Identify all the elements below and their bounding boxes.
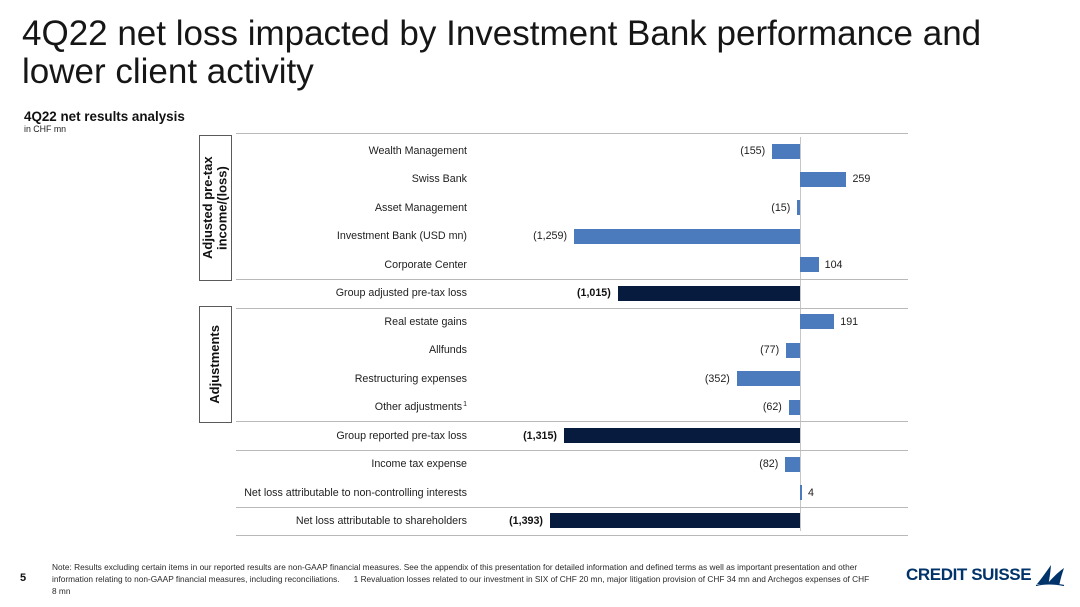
divider-line — [236, 450, 908, 451]
category-label-corporate-center: Corporate Center — [0, 257, 467, 273]
sails-icon — [1036, 565, 1065, 587]
value-label-net-loss-attributable-to-shareholders: (1,393) — [509, 514, 543, 527]
bar-income-tax-expense — [785, 456, 800, 472]
bar-wealth-management — [772, 143, 800, 159]
value-label-wealth-management: (155) — [740, 145, 766, 157]
credit-suisse-logo: CREDIT SUISSE — [906, 563, 1065, 587]
divider-line — [236, 421, 908, 422]
footnote-block: Note: Results excluding certain items in… — [52, 561, 872, 597]
divider-line — [236, 507, 908, 508]
category-label-net-loss-attributable-to-shareholders: Net loss attributable to shareholders — [0, 513, 467, 529]
value-label-restructuring-expenses: (352) — [704, 372, 730, 385]
slide-title: 4Q22 net loss impacted by Investment Ban… — [22, 14, 982, 91]
category-label-text: Allfunds — [428, 344, 467, 357]
category-label-group-adjusted-pre-tax-loss: Group adjusted pre-tax loss — [0, 285, 467, 301]
total-bar-group-reported-pre-tax-loss — [563, 428, 800, 444]
category-label-wealth-management: Wealth Management — [0, 143, 467, 159]
category-label-text: Asset Management — [374, 201, 467, 214]
category-label-text: Income tax expense — [371, 458, 467, 471]
divider-line — [236, 279, 908, 280]
group-label-adjustments: Adjustments — [207, 325, 223, 404]
category-label-text: Net loss attributable to shareholders — [295, 514, 467, 527]
category-label-net-loss-attributable-to-non-controlling-interests: Net loss attributable to non-controlling… — [0, 485, 467, 501]
value-label-investment-bank-usd-mn: (1,259) — [533, 230, 568, 243]
page-number: 5 — [20, 572, 27, 584]
divider-line — [236, 133, 908, 134]
category-label-text: Other adjustments — [374, 401, 463, 414]
category-label-income-tax-expense: Income tax expense — [0, 456, 467, 472]
bar-restructuring-expenses — [736, 371, 800, 387]
footnote-ref: 1 — [463, 401, 467, 409]
value-label-allfunds: (77) — [760, 344, 780, 357]
category-label-text: Real estate gains — [384, 315, 467, 328]
category-label-text: Wealth Management — [368, 145, 467, 157]
category-label-swiss-bank: Swiss Bank — [0, 171, 467, 187]
category-label-asset-management: Asset Management — [0, 200, 467, 216]
category-label-investment-bank-usd-mn: Investment Bank (USD mn) — [0, 228, 467, 244]
chart-unit-subtitle: in CHF mn — [24, 124, 67, 134]
category-label-real-estate-gains: Real estate gains — [0, 314, 467, 330]
bar-investment-bank-usd-mn — [574, 228, 800, 244]
zero-axis-line — [800, 137, 801, 531]
category-label-other-adjustments: Other adjustments1 — [0, 399, 467, 415]
total-bar-net-loss-attributable-to-shareholders — [549, 513, 800, 529]
category-label-allfunds: Allfunds — [0, 342, 467, 358]
value-label-other-adjustments: (62) — [762, 401, 782, 414]
category-label-text: Restructuring expenses — [354, 372, 467, 385]
bar-corporate-center — [800, 257, 819, 273]
value-label-group-reported-pre-tax-loss: (1,315) — [523, 429, 557, 442]
value-label-real-estate-gains: 191 — [840, 315, 859, 328]
value-label-corporate-center: 104 — [824, 258, 843, 271]
total-bar-group-adjusted-pre-tax-loss — [617, 285, 800, 301]
category-label-text: Investment Bank (USD mn) — [336, 230, 467, 243]
value-label-group-adjusted-pre-tax-loss: (1,015) — [576, 287, 611, 300]
group-label-adjusted-pre-tax-income: Adjusted pre-tax income/(loss) — [200, 156, 230, 260]
divider-line — [236, 535, 908, 536]
value-label-swiss-bank: 259 — [852, 173, 871, 186]
footnote-number: 1 — [353, 574, 359, 584]
category-label-text: Swiss Bank — [411, 173, 467, 186]
bar-net-loss-attributable-to-non-controlling-interests — [800, 485, 802, 501]
value-label-asset-management: (15) — [771, 201, 791, 214]
value-label-income-tax-expense: (82) — [759, 458, 779, 471]
footnote-text: Revaluation losses related to our invest… — [52, 574, 870, 596]
category-label-text: Corporate Center — [384, 258, 467, 271]
group-bracket-adjusted-pre-tax: Adjusted pre-tax income/(loss) — [199, 135, 232, 281]
group-bracket-adjustments: Adjustments — [199, 305, 232, 424]
category-label-text: Group adjusted pre-tax loss — [335, 287, 467, 300]
bar-allfunds — [786, 342, 800, 358]
bar-other-adjustments — [788, 399, 800, 415]
category-label-text: Net loss attributable to non-controlling… — [244, 486, 467, 499]
divider-line — [236, 308, 908, 309]
value-label-net-loss-attributable-to-non-controlling-interests: 4 — [808, 486, 814, 499]
bar-asset-management — [797, 200, 800, 216]
category-label-group-reported-pre-tax-loss: Group reported pre-tax loss — [0, 428, 467, 444]
note-text: Note: Results excluding certain items in… — [52, 562, 858, 584]
category-label-text: Group reported pre-tax loss — [336, 429, 467, 442]
bar-swiss-bank — [800, 171, 847, 187]
category-label-restructuring-expenses: Restructuring expenses — [0, 371, 467, 387]
chart-title: 4Q22 net results analysis — [24, 109, 185, 124]
logo-wordmark: CREDIT SUISSE — [906, 565, 1032, 584]
bar-real-estate-gains — [800, 314, 835, 330]
